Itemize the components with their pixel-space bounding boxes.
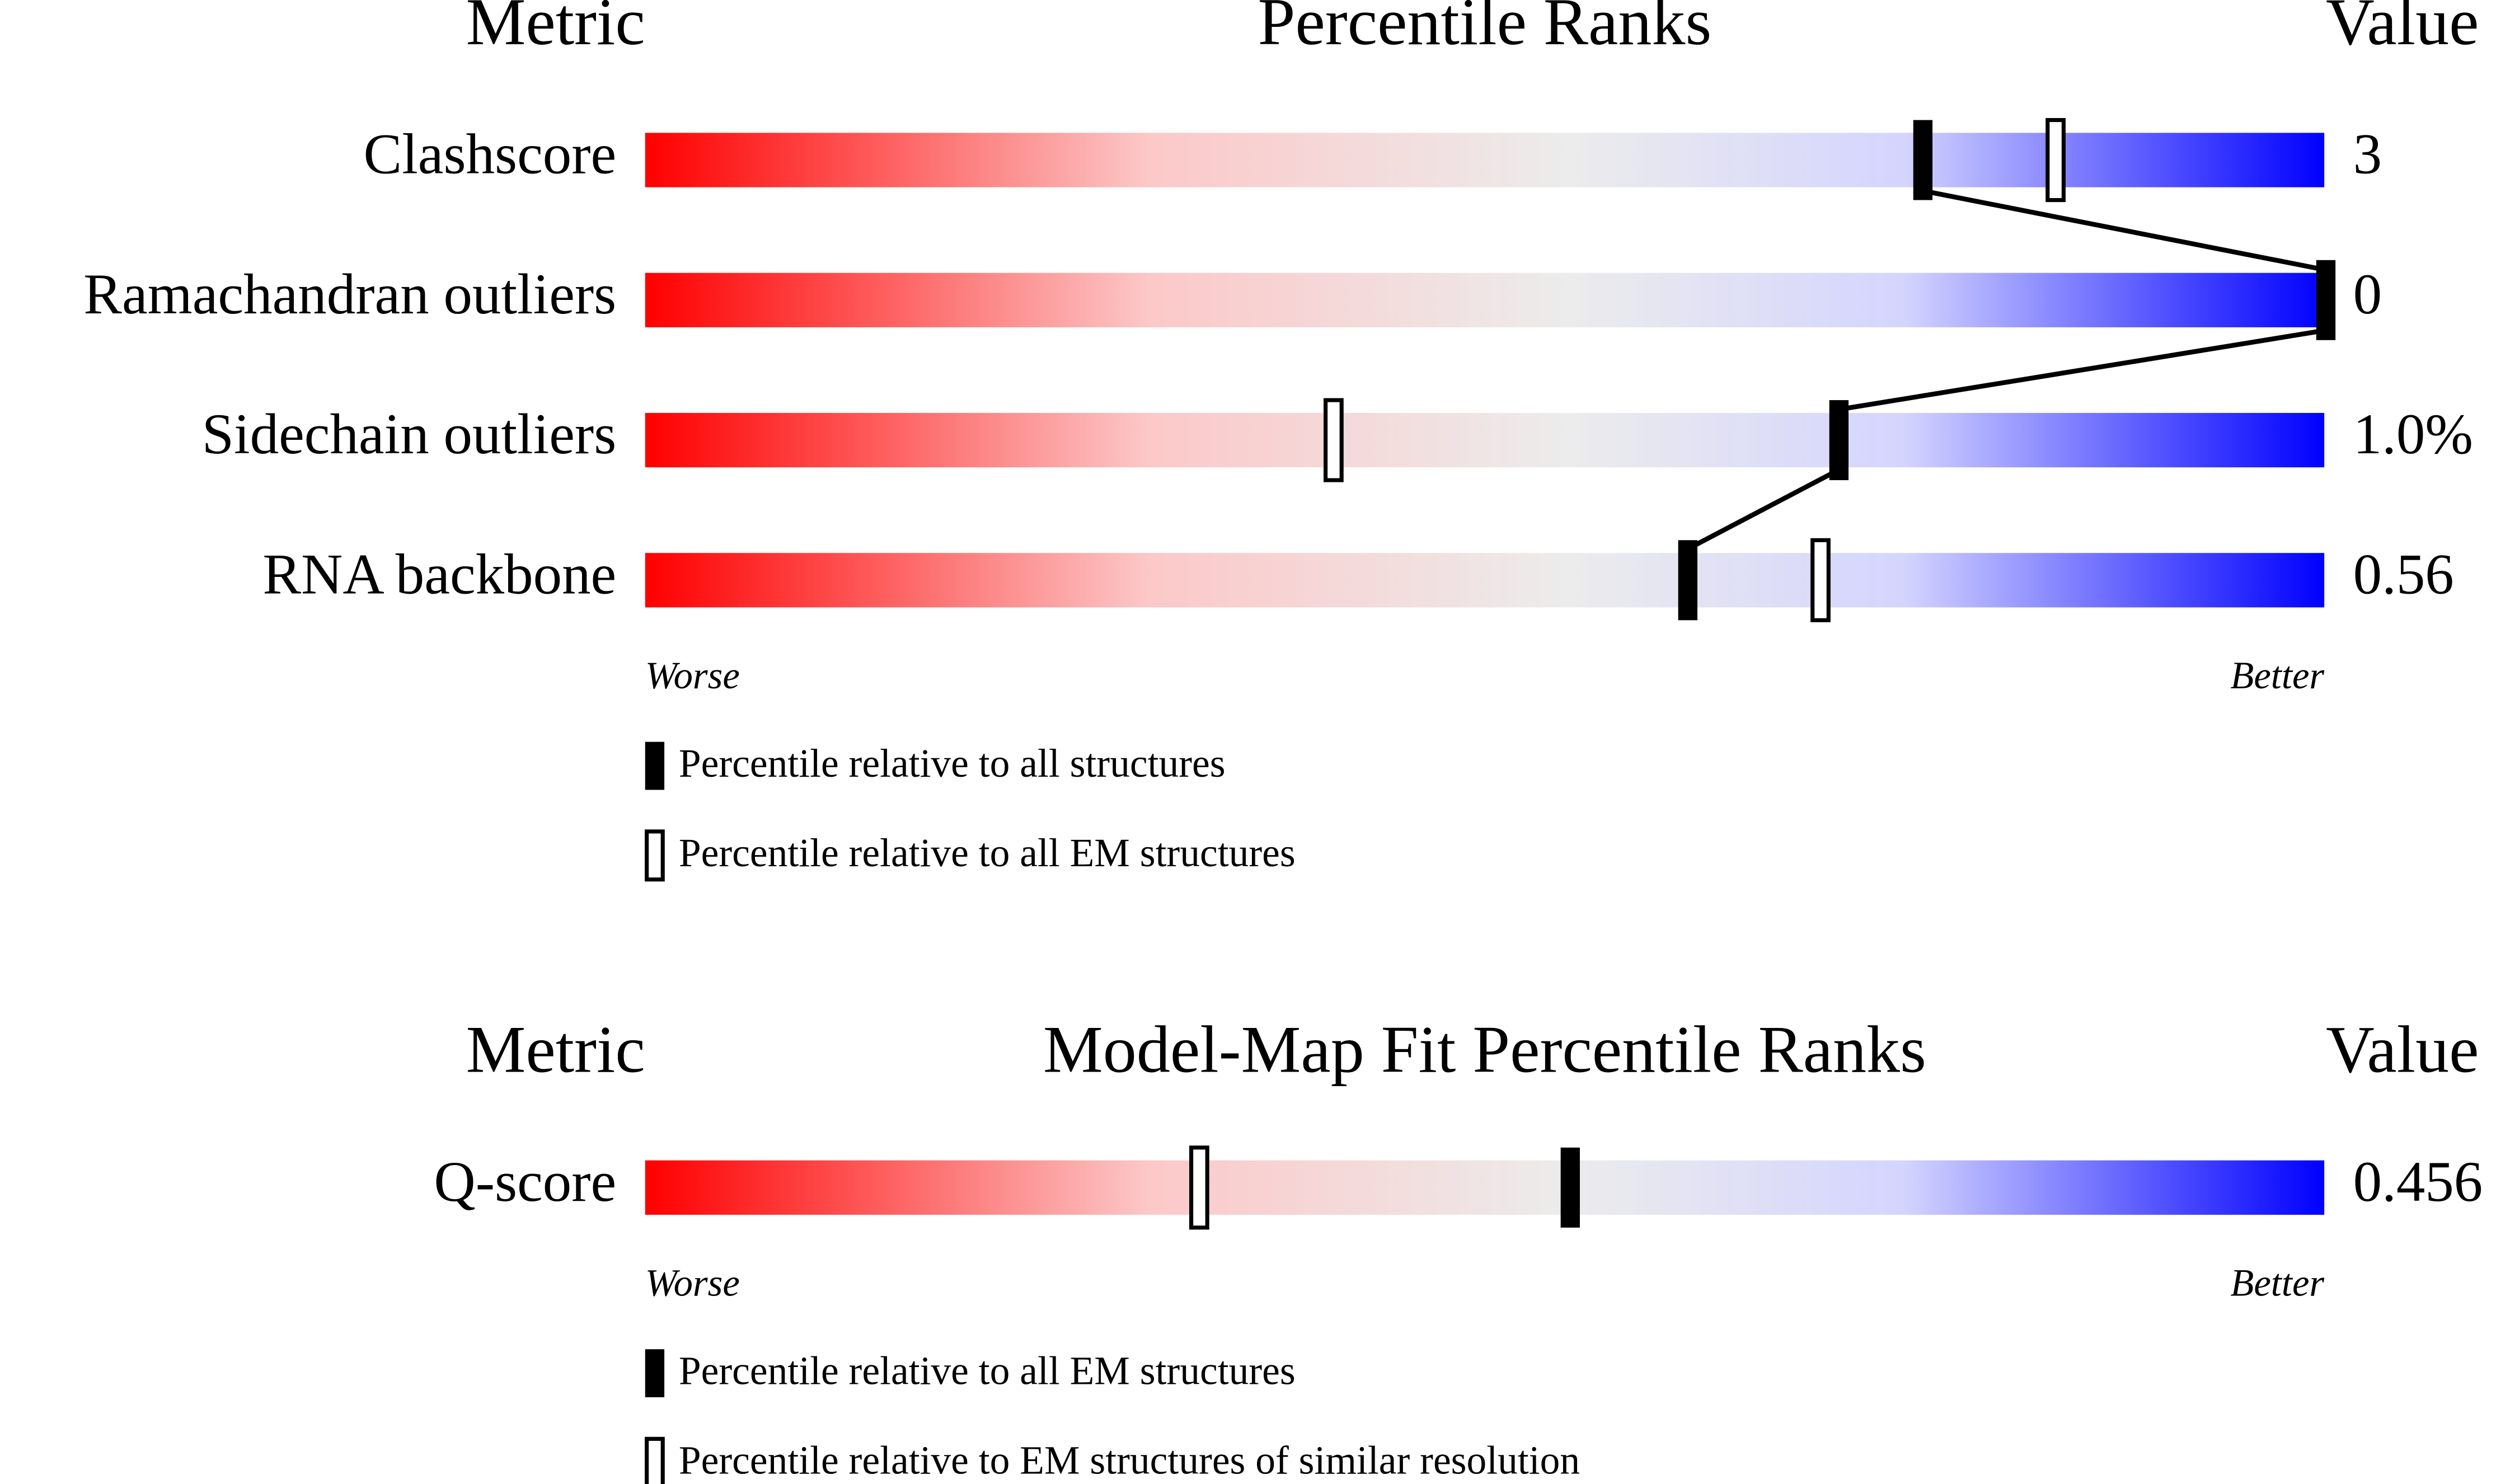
legend-swatch-open (645, 1436, 665, 1484)
header-title: Model-Map Fit Percentile Ranks (1043, 1012, 1926, 1086)
legend-open: Percentile relative to all EM structures (679, 831, 1296, 875)
legend-open: Percentile relative to EM structures of … (679, 1439, 1580, 1483)
metric-name: RNA backbone (262, 542, 616, 606)
metric-name: Ramachandran outliers (83, 262, 616, 326)
header-metric: Metric (466, 1012, 645, 1086)
metric-name: Q-score (434, 1150, 616, 1214)
header-title: Percentile Ranks (1258, 0, 1712, 59)
marker-open (1810, 538, 1831, 622)
marker-open (1189, 1145, 1209, 1230)
metric-value: 0 (2353, 262, 2382, 326)
marker-open (1324, 398, 1344, 482)
slider-bar (645, 273, 2325, 327)
legend-swatch-filled (645, 741, 665, 790)
header-value: Value (2326, 1012, 2479, 1086)
worse-label: Worse (645, 654, 740, 697)
marker-filled (1560, 1147, 1580, 1228)
metric-value: 3 (2353, 123, 2382, 186)
header-metric: Metric (466, 0, 645, 59)
slider-bar (645, 553, 2325, 608)
header-value: Value (2326, 0, 2479, 59)
legend-swatch-filled (645, 1349, 665, 1397)
marker-open (2045, 118, 2066, 203)
legend-filled: Percentile relative to all structures (679, 741, 1226, 786)
marker-filled (1913, 120, 1933, 200)
metric-name: Sidechain outliers (202, 402, 617, 466)
legend-swatch-open (645, 829, 665, 882)
better-label: Better (2230, 654, 2324, 697)
metric-name: Clashscore (364, 123, 617, 186)
slider-bar (645, 1160, 2325, 1215)
marker-filled (1678, 540, 1698, 621)
marker-filled (2316, 260, 2336, 340)
marker-filled (1829, 400, 1849, 481)
metric-value: 0.456 (2353, 1150, 2483, 1214)
connector (1837, 328, 2325, 412)
connector (1685, 468, 1839, 552)
metric-value: 0.56 (2353, 542, 2454, 606)
legend-filled: Percentile relative to all EM structures (679, 1349, 1296, 1393)
metric-value: 1.0% (2353, 402, 2473, 466)
slider-bar (645, 133, 2325, 187)
worse-label: Worse (645, 1261, 740, 1304)
slider-bar (645, 412, 2325, 468)
better-label: Better (2230, 1261, 2324, 1304)
connector (1921, 188, 2325, 273)
